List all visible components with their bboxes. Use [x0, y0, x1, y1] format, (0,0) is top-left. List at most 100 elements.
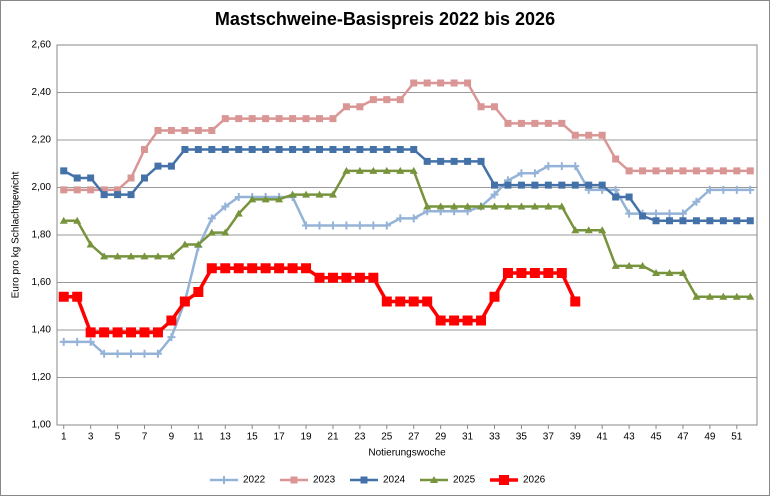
data-point	[275, 146, 283, 153]
data-point	[502, 268, 513, 278]
data-point	[556, 268, 567, 278]
data-point	[665, 209, 674, 218]
data-point	[127, 349, 136, 358]
data-point	[167, 333, 176, 342]
data-point	[679, 217, 687, 225]
data-point	[692, 292, 701, 300]
x-tick-label: 45	[650, 432, 662, 443]
data-point	[221, 115, 229, 123]
data-point	[570, 296, 581, 307]
data-point	[289, 146, 297, 153]
data-point	[59, 337, 68, 346]
data-point	[167, 127, 175, 134]
data-point	[99, 327, 110, 338]
data-point	[141, 146, 148, 153]
data-point	[652, 217, 660, 225]
data-point	[544, 162, 553, 171]
data-point	[665, 269, 674, 276]
data-point	[423, 157, 431, 165]
data-point	[437, 157, 445, 165]
data-point	[355, 166, 364, 174]
data-point	[611, 185, 620, 194]
x-tick-label: 13	[220, 432, 232, 443]
data-point	[504, 119, 512, 127]
data-point	[167, 162, 175, 170]
data-point	[678, 209, 687, 218]
data-point	[194, 240, 203, 248]
data-point	[166, 315, 177, 326]
data-point	[275, 195, 284, 203]
data-point	[247, 263, 258, 274]
data-point	[435, 315, 446, 326]
data-point	[489, 291, 500, 302]
data-point	[639, 167, 647, 175]
data-point	[464, 157, 472, 165]
x-tick-label: 5	[115, 432, 121, 443]
data-point	[531, 119, 539, 127]
data-point	[396, 146, 404, 153]
data-point	[86, 240, 95, 248]
x-tick-label: 1	[61, 432, 67, 443]
data-point	[113, 349, 122, 358]
data-point	[585, 181, 593, 189]
data-point	[557, 202, 566, 210]
data-point	[208, 146, 216, 153]
data-point	[396, 166, 405, 174]
data-point	[706, 217, 714, 225]
data-point	[342, 221, 351, 230]
data-point	[60, 167, 68, 175]
data-point	[59, 216, 68, 224]
data-point	[194, 127, 202, 134]
y-tick-label: 1,60	[32, 277, 52, 288]
data-point	[719, 167, 727, 175]
data-point	[329, 115, 337, 123]
data-point	[719, 292, 728, 300]
series-line	[63, 169, 751, 298]
chart-title: Mastschweine-Basispreis 2022 bis 2026	[215, 9, 555, 29]
data-point	[612, 155, 620, 163]
data-point	[248, 146, 256, 153]
data-point	[220, 263, 231, 274]
data-point	[611, 261, 620, 269]
legend-marker	[220, 476, 228, 484]
data-point	[262, 115, 270, 123]
data-point	[127, 191, 135, 199]
data-point	[625, 209, 634, 218]
data-point	[87, 186, 95, 194]
data-point	[289, 115, 297, 123]
data-point	[154, 162, 162, 170]
data-point	[58, 291, 69, 302]
data-point	[248, 195, 257, 203]
legend-label: 2022	[243, 475, 266, 486]
data-point	[140, 252, 149, 260]
legend-marker	[499, 475, 509, 485]
data-point	[692, 217, 700, 225]
data-point	[678, 269, 687, 276]
data-point	[382, 221, 391, 230]
data-point	[558, 119, 566, 127]
x-tick-label: 19	[300, 432, 312, 443]
data-point	[423, 202, 432, 210]
x-tick-label: 21	[327, 432, 339, 443]
data-point	[490, 190, 499, 199]
data-point	[638, 261, 647, 269]
data-point	[114, 191, 122, 199]
data-point	[719, 217, 727, 225]
data-point	[652, 209, 661, 218]
data-point	[383, 96, 391, 104]
data-point	[368, 272, 379, 283]
data-point	[584, 226, 593, 234]
data-point	[167, 252, 176, 260]
data-point	[179, 296, 190, 307]
data-point	[746, 292, 755, 300]
data-point	[491, 181, 498, 189]
x-tick-label: 49	[704, 432, 716, 443]
data-point	[732, 292, 741, 300]
data-point	[112, 327, 123, 338]
data-point	[612, 193, 620, 201]
data-point	[315, 221, 324, 230]
data-point	[543, 268, 554, 278]
x-tick-label: 41	[597, 432, 609, 443]
